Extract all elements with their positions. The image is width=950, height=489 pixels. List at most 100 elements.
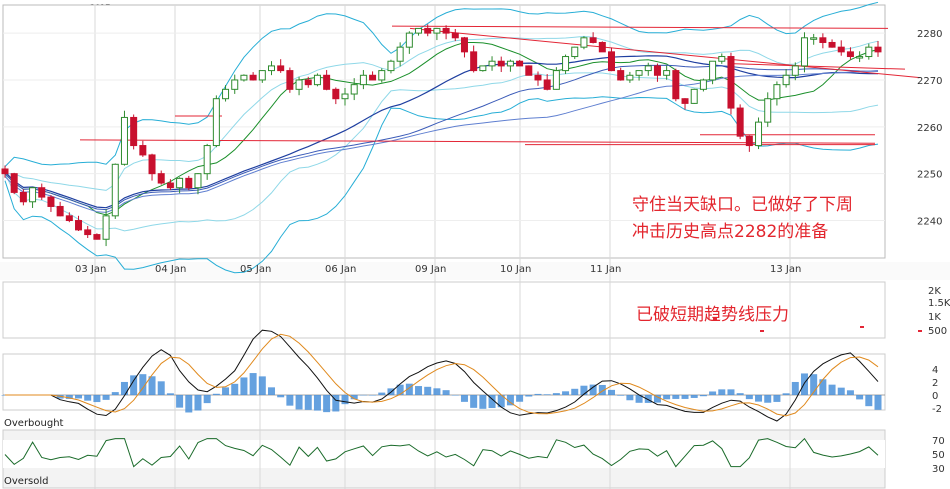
- candle-body: [773, 84, 781, 100]
- volume-bar: [713, 318, 717, 320]
- macd-histogram-bar: [800, 373, 808, 395]
- macd-histogram-bar: [157, 381, 165, 395]
- x-tick-label: 03 Jan: [75, 264, 106, 275]
- rsi-line: [4, 437, 879, 468]
- macd-histogram-bar: [782, 393, 790, 395]
- candle-body: [764, 98, 772, 123]
- candle-body: [47, 196, 55, 207]
- candle-body: [608, 51, 616, 72]
- macd-histogram-bar: [286, 395, 294, 406]
- macd-histogram-bar: [84, 395, 92, 401]
- y-tick-label: 2250: [917, 170, 942, 181]
- macd-histogram-bar: [479, 395, 487, 409]
- macd-histogram-bar: [470, 395, 478, 408]
- macd-histogram-bar: [102, 395, 110, 400]
- candle-body: [755, 121, 763, 147]
- candle-body: [506, 60, 514, 67]
- macd-histogram-bar: [111, 392, 119, 395]
- macd-histogram-bar: [451, 395, 459, 396]
- candle-body: [38, 187, 46, 198]
- macd-histogram-bar: [635, 395, 643, 403]
- macd-histogram-bar: [433, 388, 441, 395]
- candle-body: [488, 60, 496, 67]
- macd-histogram-bar: [222, 387, 230, 395]
- volume-bar: [918, 330, 922, 332]
- candle-body: [663, 70, 671, 76]
- candle-body: [635, 70, 643, 76]
- macd-histogram-bar: [120, 381, 128, 395]
- macd-histogram-bar: [304, 395, 312, 410]
- candle-body: [672, 70, 680, 100]
- macd-histogram-bar: [240, 377, 248, 395]
- macd-histogram-bar: [846, 390, 854, 395]
- macd-histogram-bar: [773, 395, 781, 402]
- candle-body: [810, 37, 818, 40]
- macd-tick-label: 2: [932, 378, 938, 389]
- candle-body: [690, 88, 698, 104]
- candle-body: [277, 65, 285, 72]
- candle-body: [194, 173, 202, 189]
- macd-histogram-bar: [405, 383, 413, 395]
- trendlines: [79, 25, 921, 146]
- macd-tick-label: 0: [932, 391, 938, 402]
- candle-body: [580, 37, 588, 48]
- macd-histogram-bar: [718, 389, 726, 395]
- macd-histogram-bar: [249, 373, 257, 395]
- candle-body: [598, 41, 606, 53]
- macd-histogram-bar: [460, 395, 468, 402]
- macd-histogram-bar: [699, 395, 707, 397]
- macd-histogram-bar: [148, 376, 156, 395]
- x-tick-label: 10 Jan: [500, 264, 531, 275]
- candle-body: [249, 74, 257, 81]
- macd-histogram-bar: [672, 395, 680, 399]
- macd-histogram-bar: [258, 376, 266, 395]
- macd-histogram-bar: [93, 395, 101, 403]
- candle-body: [65, 215, 73, 222]
- candle-body: [736, 107, 744, 137]
- candle-body: [534, 74, 542, 81]
- candle-body: [718, 56, 726, 62]
- macd-histogram-bar: [75, 395, 83, 399]
- macd-histogram-bar: [837, 387, 845, 395]
- candle-body: [497, 60, 505, 67]
- macd-panel: [1, 318, 922, 422]
- macd-histogram-bar: [617, 395, 625, 396]
- bollinger-lower: [4, 96, 879, 274]
- candle-body: [562, 56, 570, 72]
- candle-body: [856, 56, 864, 59]
- chart-grid: [0, 4, 950, 489]
- macd-histogram-bar: [608, 389, 616, 395]
- candle-body: [185, 177, 193, 189]
- macd-histogram-bar: [856, 395, 864, 400]
- candle-body: [157, 173, 165, 184]
- macd-histogram-bar: [139, 374, 147, 395]
- macd-histogram-bar: [745, 395, 753, 400]
- candle-body: [782, 74, 790, 86]
- macd-histogram-bar: [525, 395, 533, 397]
- candle-body: [571, 46, 579, 58]
- macd-histogram-bar: [194, 395, 202, 411]
- downtrend-line: [409, 27, 921, 79]
- volume-bar: [760, 330, 764, 332]
- candle-body: [304, 79, 312, 86]
- candle-body: [295, 79, 303, 90]
- y-tick-label: 2240: [917, 217, 942, 228]
- macd-histogram-bar: [212, 393, 220, 395]
- candle-body: [56, 205, 64, 217]
- annotation-high: 冲击历史高点2282的准备: [632, 222, 829, 242]
- macd-histogram-bar: [415, 386, 423, 395]
- macd-histogram-bar: [185, 395, 193, 413]
- candle-body: [405, 32, 413, 48]
- candle-body: [84, 229, 92, 236]
- oversold-label: Oversold: [4, 476, 49, 487]
- candle-body: [837, 46, 845, 53]
- candle-body: [166, 182, 174, 189]
- macd-histogram-bar: [166, 393, 174, 395]
- macd-histogram-bar: [562, 391, 570, 395]
- candle-body: [460, 37, 468, 53]
- macd-histogram-bar: [571, 388, 579, 395]
- macd-tick-label: 4: [932, 365, 938, 376]
- candle-body: [1, 168, 9, 175]
- candle-body: [819, 37, 827, 43]
